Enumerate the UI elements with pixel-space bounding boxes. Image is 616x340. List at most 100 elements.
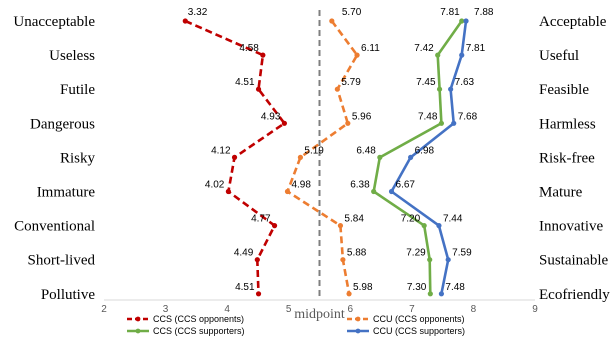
data-point-ccu-opponents <box>346 291 352 297</box>
data-point-ccu-supporters <box>438 291 445 297</box>
data-label-ccs-opponents: 3.32 <box>188 7 208 18</box>
x-tick-label: 5 <box>286 304 292 315</box>
right-category-label: Acceptable <box>539 14 607 30</box>
data-point-ccs-opponents <box>255 86 262 92</box>
data-label-ccs-supporters: 7.42 <box>414 43 434 54</box>
data-point-ccu-opponents <box>345 120 351 126</box>
data-point-ccu-opponents <box>337 223 344 229</box>
data-label-ccs-supporters: 7.29 <box>406 248 426 259</box>
x-tick-label: 3 <box>163 304 169 315</box>
data-label-ccu-opponents: 5.96 <box>352 111 372 122</box>
left-category-label: Conventional <box>14 219 95 235</box>
legend-label-ccu-opponents: CCU (CCS opponents) <box>373 314 465 324</box>
data-point-ccu-opponents <box>340 257 346 263</box>
data-label-ccu-opponents: 5.70 <box>342 7 362 18</box>
data-point-ccs-supporters <box>427 257 433 263</box>
right-category-label: Harmless <box>539 116 596 132</box>
category-labels: Unacceptable Useless Futile Dangerous Risky I… <box>13 14 610 303</box>
data-label-ccs-supporters: 7.81 <box>440 7 460 18</box>
data-label-ccu-opponents: 5.79 <box>341 77 361 88</box>
data-label-ccu-opponents: 6.11 <box>361 43 380 54</box>
x-tick-label: 4 <box>224 304 230 315</box>
data-labels: 3.32 4.58 4.51 4.93 4.12 4.02 4.77 4.49 4.51 5.70… <box>188 7 494 293</box>
x-tick-label: 6 <box>348 304 354 315</box>
data-label-ccs-supporters: 7.30 <box>407 282 427 293</box>
data-point-ccs-supporters <box>438 120 445 126</box>
data-point-ccu-supporters <box>436 223 442 229</box>
data-point-ccu-supporters <box>451 120 457 126</box>
data-label-ccu-supporters: 7.44 <box>443 214 463 225</box>
data-label-ccu-opponents: 4.98 <box>291 180 311 191</box>
legend-label-ccs-supporters: CCS (CCS supporters) <box>153 326 245 336</box>
data-label-ccs-opponents: 4.51 <box>235 77 255 88</box>
data-point-ccs-supporters <box>427 291 433 297</box>
data-point-ccu-opponents <box>297 154 304 160</box>
data-point-ccs-opponents <box>225 188 231 195</box>
data-label-ccu-opponents: 5.19 <box>304 145 324 156</box>
left-category-label: Short-lived <box>28 253 96 269</box>
data-label-ccs-opponents: 4.51 <box>235 282 255 293</box>
data-label-ccs-supporters: 7.45 <box>416 77 436 88</box>
data-point-ccu-supporters <box>463 18 469 24</box>
legend-marker <box>355 328 361 334</box>
legend: CCS (CCS opponents) CCU (CCS opponents) CC… <box>127 314 465 336</box>
x-tick-label: 2 <box>101 304 107 315</box>
data-label-ccu-supporters: 6.67 <box>396 180 416 191</box>
data-point-ccs-opponents <box>255 291 262 297</box>
right-category-label: Ecofriendly <box>539 287 610 303</box>
left-category-label: Useless <box>49 48 95 64</box>
data-label-ccu-supporters: 7.59 <box>452 248 472 259</box>
right-category-label: Innovative <box>539 219 603 235</box>
series-lines <box>182 18 469 297</box>
right-category-label: Useful <box>539 48 579 64</box>
data-point-ccs-opponents <box>231 154 238 160</box>
data-point-ccs-opponents <box>260 52 266 58</box>
left-category-label: Risky <box>60 150 96 166</box>
data-label-ccu-supporters: 7.48 <box>445 282 465 293</box>
legend-marker <box>355 316 361 322</box>
series-line-ccu-opponents <box>286 20 359 295</box>
data-label-ccu-supporters: 6.98 <box>415 145 435 156</box>
midpoint-line: midpoint <box>294 10 345 322</box>
left-category-label: Unacceptable <box>13 14 95 30</box>
left-category-label: Pollutive <box>41 287 96 303</box>
data-label-ccu-opponents: 5.84 <box>344 214 364 225</box>
data-point-ccs-opponents <box>281 120 288 126</box>
data-point-ccu-opponents <box>334 86 340 92</box>
x-tick-label: 8 <box>471 304 477 315</box>
midpoint-label: midpoint <box>294 307 345 322</box>
data-label-ccs-opponents: 4.12 <box>211 145 231 156</box>
data-label-ccu-supporters: 7.88 <box>474 7 494 18</box>
legend-label-ccs-opponents: CCS (CCS opponents) <box>153 314 244 324</box>
left-category-label: Immature <box>37 185 96 201</box>
data-point-ccs-supporters <box>459 18 465 24</box>
right-category-label: Mature <box>539 185 583 201</box>
data-point-ccu-supporters <box>459 52 465 58</box>
data-point-ccu-opponents <box>329 18 335 24</box>
data-point-ccu-opponents <box>284 188 291 195</box>
data-point-ccs-supporters <box>421 223 427 229</box>
data-point-ccu-opponents <box>354 52 360 58</box>
data-point-ccu-supporters <box>408 154 414 160</box>
data-point-ccu-supporters <box>448 86 454 92</box>
data-label-ccs-supporters: 7.20 <box>401 214 421 225</box>
data-label-ccs-opponents: 4.58 <box>239 43 259 54</box>
data-point-ccs-opponents <box>182 18 188 24</box>
data-label-ccu-supporters: 7.63 <box>455 77 475 88</box>
legend-label-ccu-supporters: CCU (CCS supporters) <box>373 326 465 336</box>
left-category-label: Dangerous <box>30 116 95 132</box>
data-label-ccs-opponents: 4.77 <box>251 214 271 225</box>
right-category-label: Feasible <box>539 82 589 98</box>
x-tick-label: 7 <box>409 304 415 315</box>
data-label-ccu-supporters: 7.68 <box>458 111 478 122</box>
data-point-ccs-supporters <box>377 154 383 160</box>
data-label-ccs-supporters: 6.38 <box>350 180 370 191</box>
data-point-ccs-supporters <box>371 188 377 195</box>
x-tick-label: 9 <box>532 304 538 315</box>
right-category-label: Sustainable <box>539 253 608 269</box>
left-category-label: Futile <box>60 82 95 98</box>
data-label-ccs-opponents: 4.49 <box>234 248 254 259</box>
data-label-ccu-opponents: 5.88 <box>347 248 367 259</box>
legend-marker <box>135 316 141 322</box>
